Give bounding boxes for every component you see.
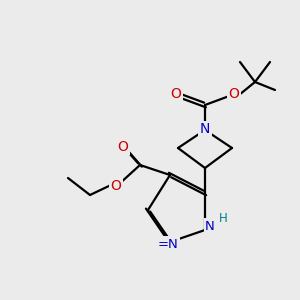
Text: O: O — [171, 87, 182, 101]
Text: N: N — [205, 220, 215, 232]
Text: =N: =N — [158, 238, 178, 250]
Text: O: O — [229, 87, 239, 101]
Text: N: N — [200, 122, 210, 136]
Text: O: O — [111, 179, 122, 193]
Text: O: O — [118, 140, 128, 154]
Text: H: H — [219, 212, 227, 224]
